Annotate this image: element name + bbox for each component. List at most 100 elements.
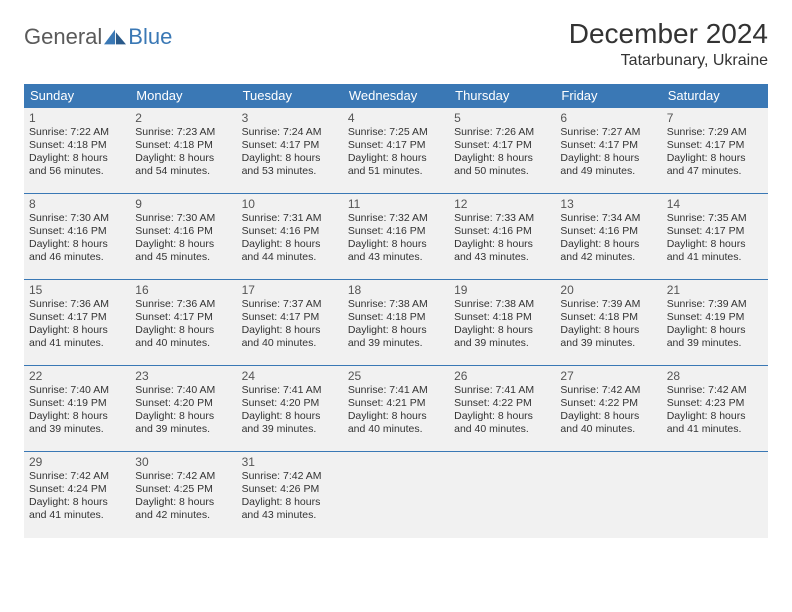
calendar-empty-cell: [343, 452, 449, 538]
day-info-line: Sunset: 4:17 PM: [29, 311, 125, 324]
day-info-line: Sunrise: 7:38 AM: [454, 298, 550, 311]
day-info-line: and 40 minutes.: [454, 423, 550, 436]
day-info-line: Daylight: 8 hours: [560, 324, 656, 337]
header: General Blue December 2024 Tatarbunary, …: [24, 18, 768, 70]
day-info-line: and 46 minutes.: [29, 251, 125, 264]
day-info-line: Sunset: 4:18 PM: [454, 311, 550, 324]
day-info-line: and 40 minutes.: [348, 423, 444, 436]
weekday-header: Wednesday: [343, 84, 449, 108]
calendar-day-cell: 12Sunrise: 7:33 AMSunset: 4:16 PMDayligh…: [449, 194, 555, 280]
day-info-line: Daylight: 8 hours: [454, 238, 550, 251]
calendar-day-cell: 19Sunrise: 7:38 AMSunset: 4:18 PMDayligh…: [449, 280, 555, 366]
day-number: 29: [29, 455, 125, 469]
day-info-line: Sunrise: 7:25 AM: [348, 126, 444, 139]
day-info-line: Daylight: 8 hours: [560, 238, 656, 251]
day-info-line: and 40 minutes.: [242, 337, 338, 350]
day-info-line: Daylight: 8 hours: [454, 410, 550, 423]
day-info-line: Sunrise: 7:39 AM: [667, 298, 763, 311]
day-info-line: Sunset: 4:18 PM: [29, 139, 125, 152]
day-number: 9: [135, 197, 231, 211]
day-info-line: and 56 minutes.: [29, 165, 125, 178]
day-info-line: Daylight: 8 hours: [667, 324, 763, 337]
day-info-line: and 39 minutes.: [135, 423, 231, 436]
day-info-line: Daylight: 8 hours: [667, 152, 763, 165]
day-info-line: Sunset: 4:17 PM: [667, 225, 763, 238]
day-info-line: Sunrise: 7:31 AM: [242, 212, 338, 225]
day-info-line: and 41 minutes.: [29, 509, 125, 522]
day-info-line: Daylight: 8 hours: [348, 238, 444, 251]
day-info-line: Sunset: 4:18 PM: [135, 139, 231, 152]
day-info-line: and 53 minutes.: [242, 165, 338, 178]
calendar-empty-cell: [662, 452, 768, 538]
calendar-day-cell: 30Sunrise: 7:42 AMSunset: 4:25 PMDayligh…: [130, 452, 236, 538]
day-info-line: Sunrise: 7:41 AM: [454, 384, 550, 397]
day-info-line: and 40 minutes.: [560, 423, 656, 436]
day-info-line: Daylight: 8 hours: [560, 410, 656, 423]
month-title: December 2024: [569, 18, 768, 50]
day-info-line: Sunrise: 7:40 AM: [29, 384, 125, 397]
calendar-week-row: 22Sunrise: 7:40 AMSunset: 4:19 PMDayligh…: [24, 366, 768, 452]
day-info-line: Daylight: 8 hours: [242, 324, 338, 337]
day-number: 13: [560, 197, 656, 211]
day-number: 22: [29, 369, 125, 383]
day-info-line: Sunset: 4:25 PM: [135, 483, 231, 496]
day-info-line: and 39 minutes.: [348, 337, 444, 350]
calendar-day-cell: 4Sunrise: 7:25 AMSunset: 4:17 PMDaylight…: [343, 108, 449, 194]
day-number: 27: [560, 369, 656, 383]
day-info-line: Sunrise: 7:36 AM: [29, 298, 125, 311]
calendar-day-cell: 20Sunrise: 7:39 AMSunset: 4:18 PMDayligh…: [555, 280, 661, 366]
day-number: 16: [135, 283, 231, 297]
calendar-day-cell: 16Sunrise: 7:36 AMSunset: 4:17 PMDayligh…: [130, 280, 236, 366]
day-number: 23: [135, 369, 231, 383]
day-info-line: and 45 minutes.: [135, 251, 231, 264]
day-info-line: Daylight: 8 hours: [29, 410, 125, 423]
calendar-day-cell: 13Sunrise: 7:34 AMSunset: 4:16 PMDayligh…: [555, 194, 661, 280]
day-info-line: and 47 minutes.: [667, 165, 763, 178]
calendar-week-row: 15Sunrise: 7:36 AMSunset: 4:17 PMDayligh…: [24, 280, 768, 366]
day-info-line: and 43 minutes.: [348, 251, 444, 264]
calendar-day-cell: 9Sunrise: 7:30 AMSunset: 4:16 PMDaylight…: [130, 194, 236, 280]
day-info-line: Daylight: 8 hours: [29, 324, 125, 337]
day-info-line: Sunset: 4:17 PM: [560, 139, 656, 152]
day-number: 2: [135, 111, 231, 125]
day-info-line: Sunset: 4:19 PM: [667, 311, 763, 324]
day-info-line: and 44 minutes.: [242, 251, 338, 264]
day-info-line: Sunset: 4:16 PM: [454, 225, 550, 238]
day-info-line: Daylight: 8 hours: [454, 324, 550, 337]
day-info-line: Daylight: 8 hours: [135, 410, 231, 423]
day-number: 18: [348, 283, 444, 297]
weekday-header: Monday: [130, 84, 236, 108]
day-info-line: Daylight: 8 hours: [135, 238, 231, 251]
day-info-line: Sunset: 4:16 PM: [560, 225, 656, 238]
day-info-line: Daylight: 8 hours: [242, 238, 338, 251]
day-info-line: Sunset: 4:17 PM: [135, 311, 231, 324]
day-info-line: Sunset: 4:16 PM: [348, 225, 444, 238]
weekday-header: Thursday: [449, 84, 555, 108]
day-info-line: Sunrise: 7:36 AM: [135, 298, 231, 311]
day-number: 26: [454, 369, 550, 383]
day-info-line: Sunrise: 7:33 AM: [454, 212, 550, 225]
day-info-line: Daylight: 8 hours: [667, 238, 763, 251]
calendar-empty-cell: [555, 452, 661, 538]
day-info-line: Sunset: 4:17 PM: [242, 139, 338, 152]
calendar-day-cell: 24Sunrise: 7:41 AMSunset: 4:20 PMDayligh…: [237, 366, 343, 452]
day-info-line: Daylight: 8 hours: [560, 152, 656, 165]
calendar-day-cell: 14Sunrise: 7:35 AMSunset: 4:17 PMDayligh…: [662, 194, 768, 280]
day-number: 12: [454, 197, 550, 211]
day-info-line: Sunset: 4:18 PM: [348, 311, 444, 324]
calendar-day-cell: 29Sunrise: 7:42 AMSunset: 4:24 PMDayligh…: [24, 452, 130, 538]
day-info-line: Sunrise: 7:42 AM: [560, 384, 656, 397]
day-info-line: and 39 minutes.: [454, 337, 550, 350]
day-info-line: Sunrise: 7:39 AM: [560, 298, 656, 311]
calendar-day-cell: 7Sunrise: 7:29 AMSunset: 4:17 PMDaylight…: [662, 108, 768, 194]
day-info-line: Sunset: 4:16 PM: [29, 225, 125, 238]
calendar-day-cell: 10Sunrise: 7:31 AMSunset: 4:16 PMDayligh…: [237, 194, 343, 280]
day-number: 19: [454, 283, 550, 297]
title-block: December 2024 Tatarbunary, Ukraine: [569, 18, 768, 70]
day-info-line: Sunset: 4:16 PM: [242, 225, 338, 238]
day-info-line: Sunset: 4:20 PM: [135, 397, 231, 410]
calendar-day-cell: 17Sunrise: 7:37 AMSunset: 4:17 PMDayligh…: [237, 280, 343, 366]
day-info-line: Sunset: 4:17 PM: [348, 139, 444, 152]
day-number: 24: [242, 369, 338, 383]
day-number: 14: [667, 197, 763, 211]
